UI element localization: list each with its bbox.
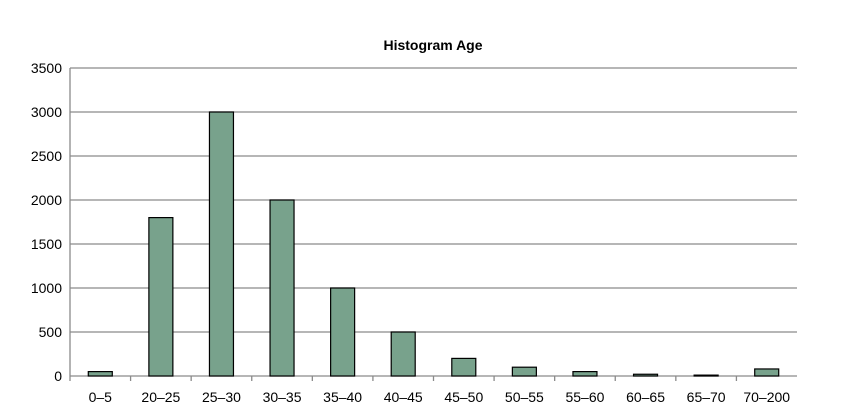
bar (148, 217, 174, 377)
y-tick-label: 1500 (31, 236, 62, 252)
x-axis-ticks: 0–5 20–25 25–30 30–35 35–40 40–45 45–50 50–55 55… (89, 389, 791, 405)
y-tick-label: 0 (54, 368, 62, 384)
y-tick-label: 500 (39, 324, 63, 340)
x-tick-label: 35–40 (323, 389, 362, 405)
x-tick-label: 40–45 (384, 389, 423, 405)
x-tick-label: 65–70 (687, 389, 726, 405)
bar (451, 357, 477, 377)
chart-title: Histogram Age (383, 37, 482, 53)
bar (754, 368, 780, 377)
x-tick-label: 70–200 (743, 389, 790, 405)
x-tick-label: 60–65 (626, 389, 665, 405)
x-tick-label: 30–35 (263, 389, 302, 405)
y-tick-label: 2500 (31, 148, 62, 164)
x-tick-label: 50–55 (505, 389, 544, 405)
bar (330, 287, 356, 377)
bar (511, 366, 537, 377)
y-tick-label: 3000 (31, 104, 62, 120)
grid-layer (69, 67, 797, 381)
bar (87, 371, 113, 377)
x-tick-label: 55–60 (565, 389, 604, 405)
y-tick-label: 1000 (31, 280, 62, 296)
y-tick-label: 3500 (31, 60, 62, 76)
y-tick-label: 2000 (31, 192, 62, 208)
bar (572, 371, 598, 377)
x-tick-label: 0–5 (89, 389, 113, 405)
x-tick-label: 25–30 (202, 389, 241, 405)
bar (208, 111, 235, 377)
y-axis-ticks: 0 500 1000 1500 2000 2500 3000 3500 (31, 60, 62, 384)
bar (390, 331, 416, 377)
bar (693, 374, 719, 377)
x-tick-label: 45–50 (444, 389, 483, 405)
bar (269, 199, 295, 377)
bar (632, 373, 659, 377)
x-tick-label: 20–25 (141, 389, 180, 405)
bar-layer (87, 111, 780, 377)
